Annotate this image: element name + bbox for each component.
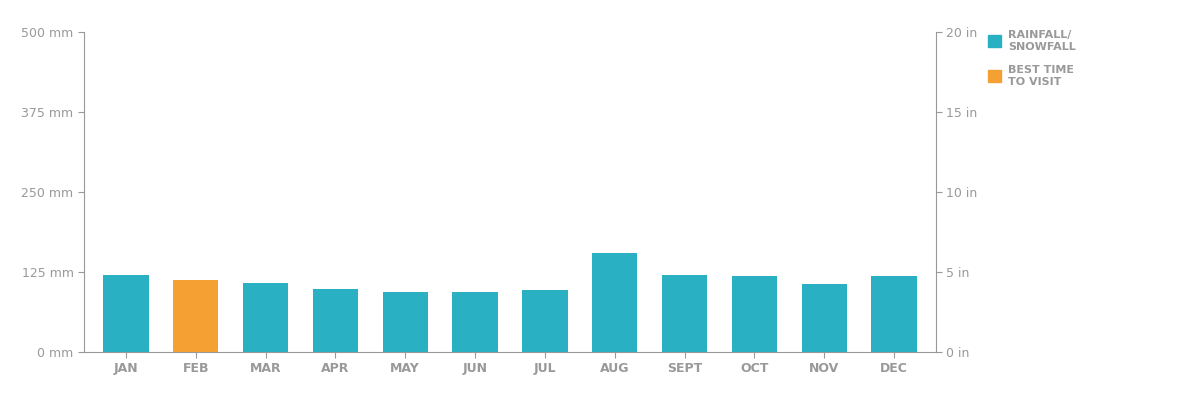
Legend: RAINFALL/
SNOWFALL, BEST TIME
TO VISIT: RAINFALL/ SNOWFALL, BEST TIME TO VISIT — [984, 26, 1080, 91]
Bar — [383, 292, 428, 352]
Bar — [592, 253, 637, 352]
Bar — [173, 280, 218, 352]
Bar — [452, 292, 498, 352]
Bar — [522, 290, 568, 352]
Bar — [242, 283, 288, 352]
Bar — [732, 276, 778, 352]
Bar — [313, 289, 358, 352]
Bar — [802, 284, 847, 352]
Bar — [871, 276, 917, 352]
Bar — [103, 275, 149, 352]
Bar — [662, 275, 707, 352]
